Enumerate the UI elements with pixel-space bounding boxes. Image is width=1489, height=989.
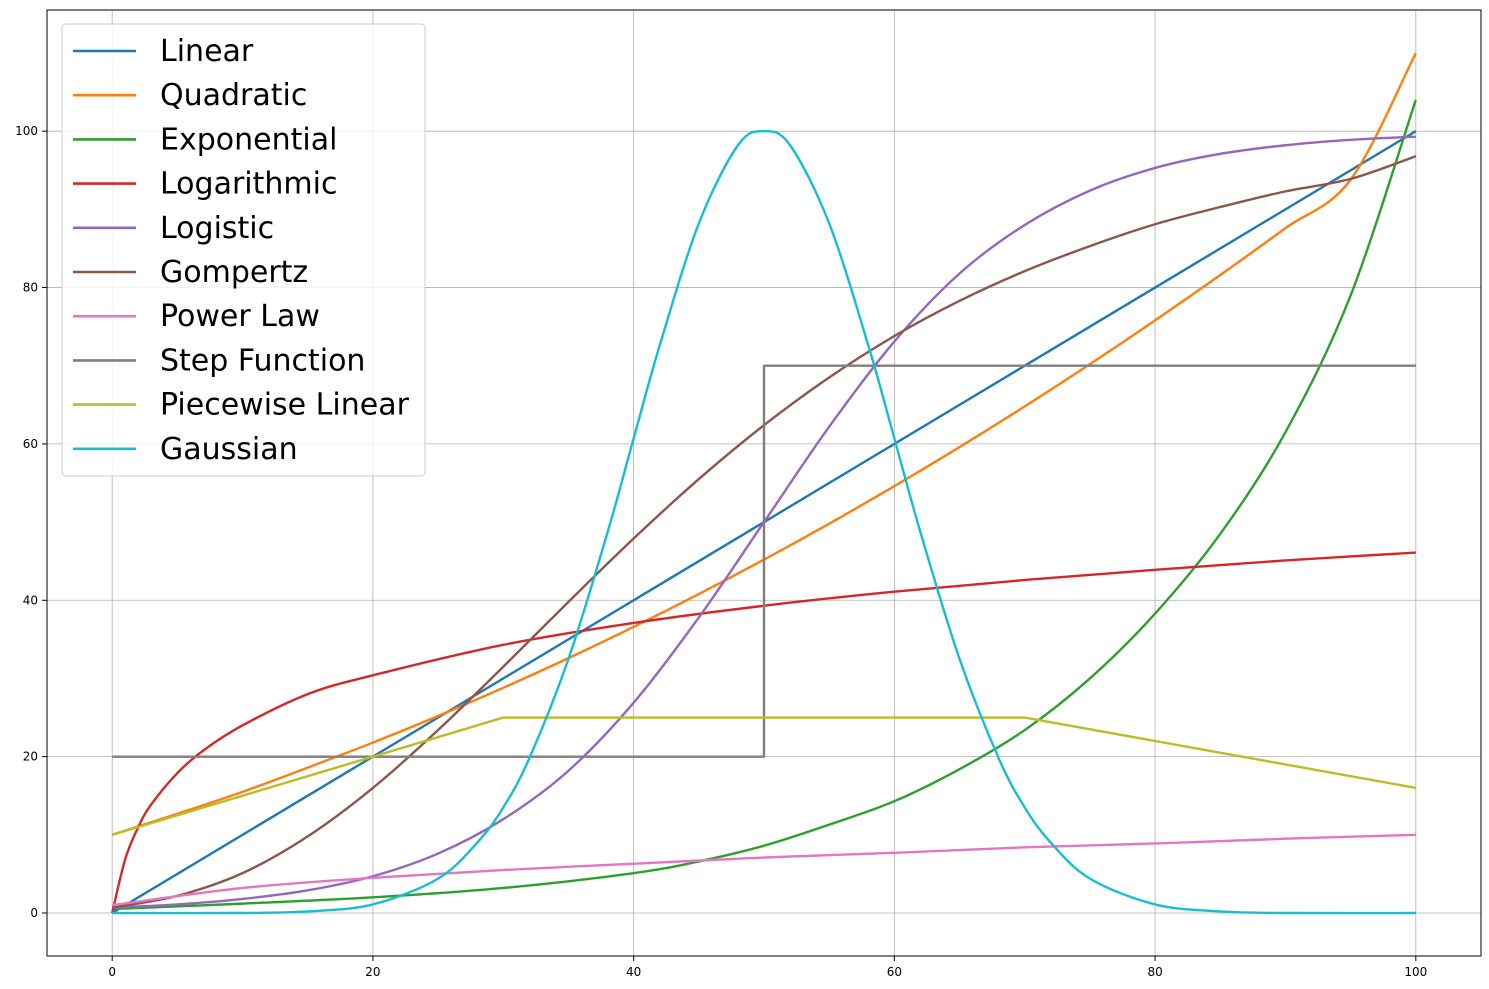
series-line-step-function	[112, 364, 1416, 758]
x-tick-label: 100	[1404, 965, 1427, 979]
series-line-exponential	[112, 99, 1417, 911]
series-line-logarithmic	[111, 551, 1416, 914]
legend-label-gompertz: Gompertz	[160, 255, 308, 290]
x-tick-label: 40	[626, 965, 641, 979]
y-tick-label: 60	[23, 437, 38, 451]
legend: Linear Quadratic Exponential Logarithmic Log…	[61, 23, 426, 477]
legend-label-logarithmic: Logarithmic	[160, 167, 337, 202]
legend-label-quadratic: Quadratic	[160, 78, 307, 113]
series-line-gompertz	[111, 155, 1417, 909]
series-line-gaussian	[112, 129, 1416, 915]
series-line-power-law	[112, 833, 1416, 907]
legend-label-power-law: Power Law	[160, 299, 320, 334]
plot-frame	[46, 9, 1482, 957]
legend-label-exponential: Exponential	[160, 122, 337, 157]
x-tick-label: 0	[108, 965, 116, 979]
legend-label-gaussian: Gaussian	[160, 432, 298, 467]
y-tick-label: 0	[30, 906, 38, 920]
series-lines	[111, 52, 1417, 915]
legend-box	[61, 23, 426, 477]
legend-label-piecewise-linear: Piecewise Linear	[160, 388, 410, 423]
y-tick-label: 100	[15, 124, 38, 138]
x-tick-label: 20	[365, 965, 380, 979]
legend-label-step-function: Step Function	[160, 343, 365, 378]
legend-label-logistic: Logistic	[160, 211, 274, 246]
y-tick-label: 40	[23, 593, 38, 607]
axis-ticks: 0 20 40 60 80 100 0 20 40 60 80 100	[15, 124, 1427, 979]
series-line-piecewise-linear	[111, 716, 1417, 836]
x-tick-label: 80	[1147, 965, 1162, 979]
legend-label-linear: Linear	[160, 34, 254, 69]
series-line-quadratic	[111, 52, 1417, 836]
y-tick-label: 20	[23, 750, 38, 764]
x-tick-label: 60	[887, 965, 902, 979]
y-tick-label: 80	[23, 281, 38, 295]
